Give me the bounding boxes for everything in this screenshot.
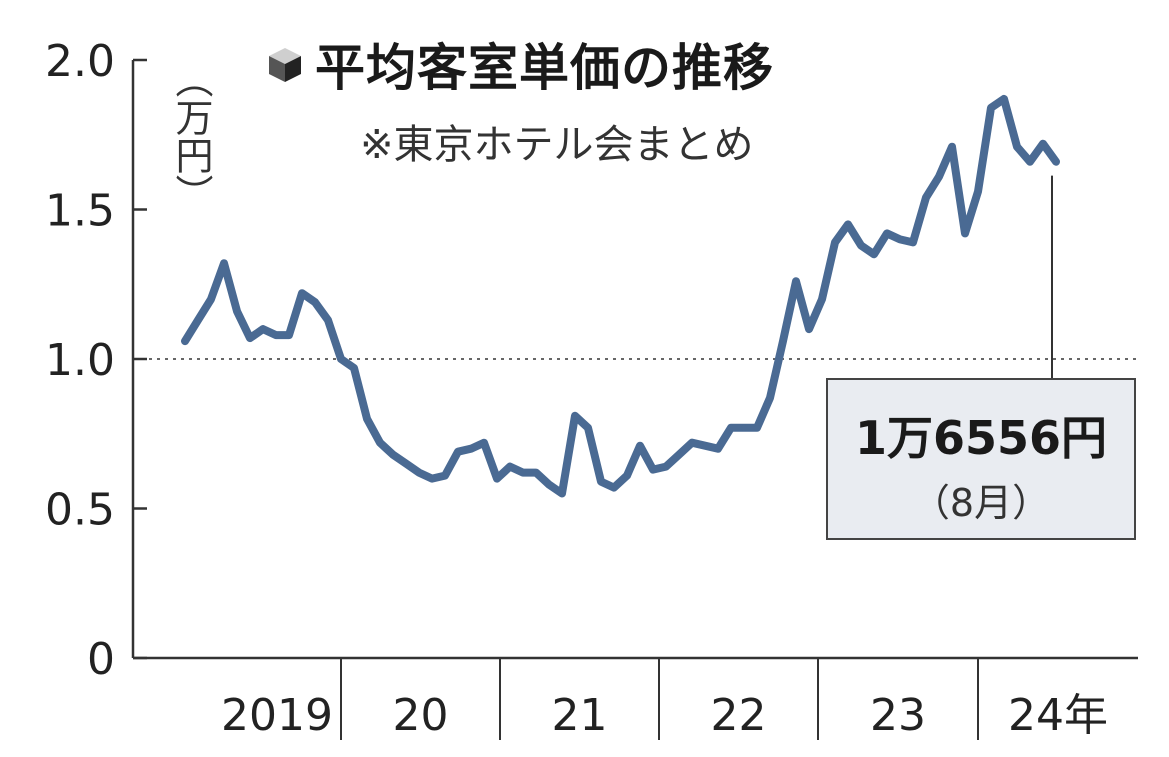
data-point: [884, 230, 890, 237]
y-tick-label: 1.0: [45, 335, 115, 386]
y-tick-label: 0: [87, 634, 115, 685]
data-point: [624, 472, 630, 479]
x-year-label: 2019: [221, 690, 333, 741]
data-point: [559, 490, 565, 497]
data-point: [468, 445, 474, 452]
x-year-label: 22: [711, 690, 767, 741]
data-point: [286, 332, 292, 339]
data-point: [1014, 143, 1020, 150]
data-point: [767, 394, 773, 401]
data-point: [390, 451, 396, 458]
data-point: [806, 326, 812, 333]
data-point: [416, 469, 422, 476]
data-point: [234, 308, 240, 315]
data-point: [533, 469, 539, 476]
data-point: [546, 481, 552, 488]
data-point: [936, 173, 942, 180]
y-tick-label: 0.5: [45, 485, 115, 536]
data-point: [325, 317, 331, 324]
data-point: [637, 442, 643, 449]
data-point: [923, 194, 929, 201]
y-tick-label: 2.0: [45, 36, 115, 87]
data-point: [949, 143, 955, 150]
data-point: [260, 326, 266, 333]
data-point: [377, 439, 383, 446]
data-point: [676, 451, 682, 458]
data-point: [455, 448, 461, 455]
data-point: [611, 484, 617, 491]
data-point: [962, 230, 968, 237]
source-note: ※東京ホテル会まとめ: [360, 122, 754, 168]
data-point: [715, 445, 721, 452]
data-point: [494, 475, 500, 482]
data-point: [845, 221, 851, 228]
data-point: [741, 424, 747, 431]
x-year-label: 21: [552, 690, 608, 741]
data-point: [897, 236, 903, 243]
data-point: [182, 338, 188, 345]
data-point: [338, 356, 344, 362]
chart-title-row: 平均客室単価の推移: [265, 28, 774, 100]
data-point: [208, 296, 214, 303]
data-point: [364, 415, 370, 422]
data-point: [663, 463, 669, 470]
x-year-label: 23: [870, 690, 926, 741]
data-point: [221, 260, 227, 267]
data-point: [312, 299, 318, 306]
data-point: [429, 475, 435, 482]
data-point: [403, 460, 409, 467]
data-point: [1040, 140, 1046, 147]
data-point: [754, 424, 760, 431]
data-point: [988, 104, 994, 111]
callout-value: 1万6556円: [854, 411, 1108, 465]
callout-month: （8月）: [911, 481, 1051, 525]
data-point: [793, 278, 799, 285]
data-point: [650, 466, 656, 473]
x-year-label: 24年: [1008, 690, 1108, 741]
data-point: [1053, 158, 1059, 165]
data-point: [195, 317, 201, 324]
data-point: [351, 365, 357, 371]
data-point: [728, 424, 734, 431]
data-point: [910, 239, 916, 246]
data-point: [702, 442, 708, 449]
chart-title: 平均客室単価の推移: [315, 39, 774, 97]
data-point: [598, 478, 604, 485]
data-point: [507, 463, 513, 470]
data-point: [299, 290, 305, 297]
data-point: [520, 469, 526, 476]
y-tick-label: 1.5: [45, 186, 115, 237]
data-point: [689, 439, 695, 446]
data-point: [975, 188, 981, 195]
data-point: [1027, 158, 1033, 165]
y-axis-unit-label: （万円）: [169, 60, 213, 212]
data-point: [780, 338, 786, 345]
data-point: [481, 439, 487, 446]
data-point: [832, 239, 838, 246]
data-point: [871, 251, 877, 258]
data-point: [819, 296, 825, 303]
data-point: [1001, 95, 1007, 102]
cube-icon: [269, 48, 301, 82]
data-point: [858, 242, 864, 249]
data-point: [585, 424, 591, 431]
data-point: [247, 335, 253, 342]
latest-value-callout: 1万6556円 （8月）: [826, 378, 1136, 540]
data-point: [442, 472, 448, 479]
data-point: [273, 332, 279, 339]
data-point: [572, 412, 578, 419]
x-year-label: 20: [393, 690, 449, 741]
